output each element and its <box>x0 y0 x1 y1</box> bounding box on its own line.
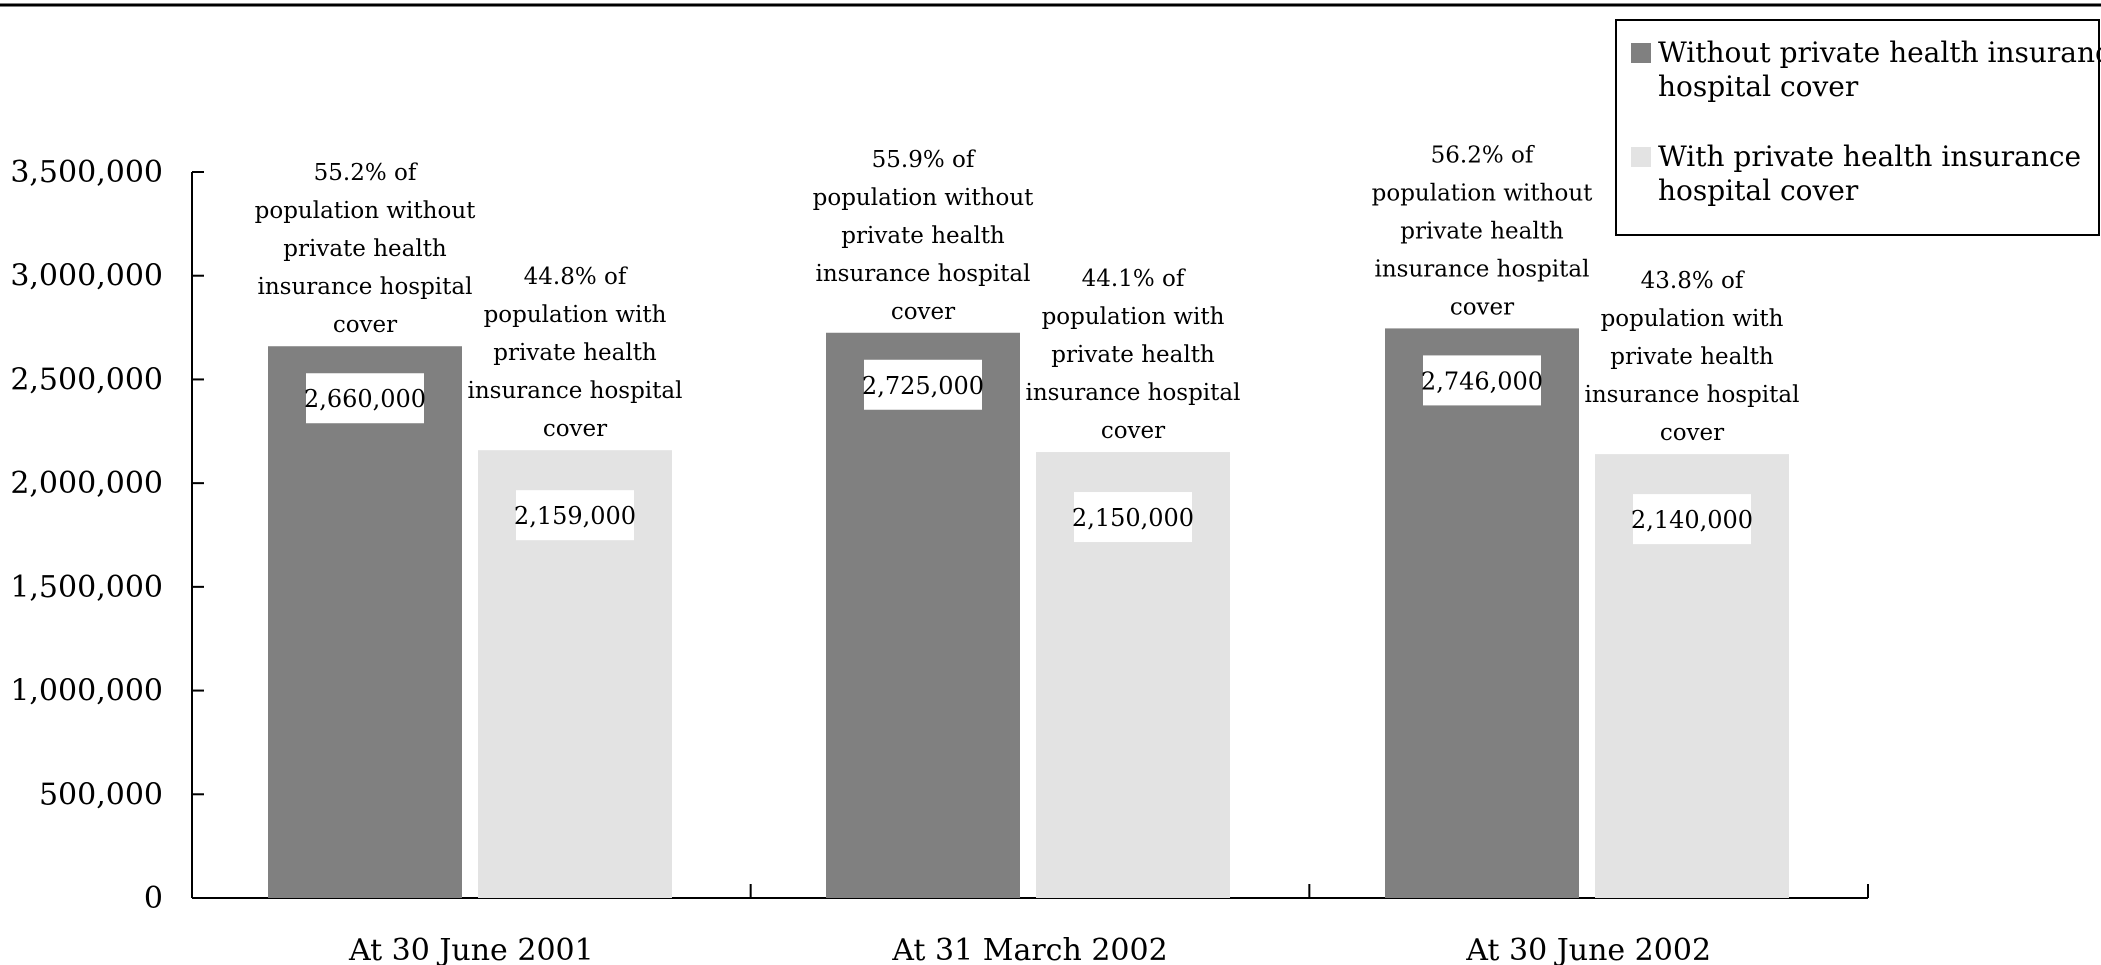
legend-entry: Without private health insurance hospital… <box>1658 36 2101 103</box>
legend-swatch <box>1631 147 1651 167</box>
legend-swatch <box>1631 43 1651 63</box>
legend-box <box>1615 19 2100 236</box>
value-label: 2,725,000 <box>862 372 984 400</box>
value-label-box <box>1074 492 1192 543</box>
bar-annotation-line: private health <box>1610 344 1774 370</box>
bar-annotation-line: cover <box>543 416 607 442</box>
bar-annotation-line: insurance hospital <box>816 261 1031 287</box>
value-label: 2,746,000 <box>1421 367 1543 395</box>
bar-annotation: 55.2% of population without private health… <box>255 160 477 338</box>
bar-annotation-line: 43.8% of <box>1641 268 1745 294</box>
value-label: 2,159,000 <box>514 502 636 530</box>
legend-entry-line: hospital cover <box>1658 70 1859 103</box>
y-tick-label: 2,000,000 <box>10 466 163 501</box>
y-tick-label: 1,500,000 <box>10 570 163 605</box>
bar-annotation-line: cover <box>1450 294 1514 320</box>
y-tick-label: 2,500,000 <box>10 362 163 397</box>
value-label-box <box>306 373 424 424</box>
bar-annotation-line: private health <box>493 340 657 366</box>
bar-annotation: 55.9% of population without private health… <box>813 147 1035 325</box>
bar-annotation-line: private health <box>1400 218 1564 244</box>
legend-entry: With private health insurance hospital co… <box>1658 140 2081 207</box>
bar-annotation-line: private health <box>841 223 1005 249</box>
bar-annotation-line: cover <box>1660 420 1724 446</box>
value-label-box <box>516 490 634 541</box>
legend: Without private health insurance hospital… <box>1615 19 2101 236</box>
bar-annotation: 44.1% of population with private health ins… <box>1026 266 1241 444</box>
bar-annotation-line: population with <box>1042 304 1225 330</box>
x-category-label: At 30 June 2001 <box>348 933 594 965</box>
bar-annotation-line: 55.9% of <box>872 147 976 173</box>
bar-annotation-line: cover <box>333 312 397 338</box>
bar-annotation-line: 44.1% of <box>1082 266 1186 292</box>
y-tick-label: 3,500,000 <box>10 155 163 190</box>
bar-annotation-line: 56.2% of <box>1431 142 1535 168</box>
bar-annotation-line: insurance hospital <box>468 378 683 404</box>
bar-annotation: 44.8% of population with private health ins… <box>468 264 683 442</box>
bar-annotation-line: 44.8% of <box>524 264 628 290</box>
bar-annotation-line: private health <box>1051 342 1215 368</box>
bar-annotation: 43.8% of population with private health ins… <box>1585 268 1800 446</box>
bar-without-cover <box>268 346 462 898</box>
bar-without-cover <box>826 332 1020 898</box>
legend-entry-line: Without private health insurance <box>1658 36 2101 69</box>
y-tick-label: 0 <box>144 881 163 916</box>
bar-annotation-line: cover <box>1101 418 1165 444</box>
bar-without-cover <box>1385 328 1579 899</box>
legend-entry-line: hospital cover <box>1658 174 1859 207</box>
bar-annotation-line: cover <box>891 299 955 325</box>
bar-annotation-line: insurance hospital <box>258 274 473 300</box>
bar-annotation-line: insurance hospital <box>1026 380 1241 406</box>
value-label-box <box>1633 494 1751 545</box>
value-label: 2,150,000 <box>1072 504 1194 532</box>
legend-entry-line: With private health insurance <box>1658 140 2081 173</box>
bar-annotation-line: insurance hospital <box>1585 382 1800 408</box>
bar-annotation: 56.2% of population without private health… <box>1372 142 1594 320</box>
plot-area: 0 500,000 1,000,000 1,500,000 2,000,000 2,500… <box>10 142 1869 965</box>
value-label: 2,660,000 <box>304 385 426 413</box>
bar-annotation-line: 55.2% of <box>314 160 418 186</box>
x-category-label: At 30 June 2002 <box>1465 933 1711 965</box>
bar-annotation-line: population with <box>484 302 667 328</box>
bar-annotation-line: population without <box>1372 180 1594 206</box>
bar-annotation-line: population without <box>813 185 1035 211</box>
y-tick-label: 500,000 <box>39 777 163 812</box>
bar-annotation-line: population without <box>255 198 477 224</box>
bar-annotation-line: private health <box>283 236 447 262</box>
y-tick-label: 1,000,000 <box>10 674 163 709</box>
x-category-label: At 31 March 2002 <box>891 933 1167 965</box>
bar-annotation-line: insurance hospital <box>1375 256 1590 282</box>
value-label-box <box>1423 355 1541 406</box>
value-label: 2,140,000 <box>1631 506 1753 534</box>
bar-annotation-line: population with <box>1601 306 1784 332</box>
y-tick-label: 3,000,000 <box>10 259 163 294</box>
value-label-box <box>864 359 982 410</box>
